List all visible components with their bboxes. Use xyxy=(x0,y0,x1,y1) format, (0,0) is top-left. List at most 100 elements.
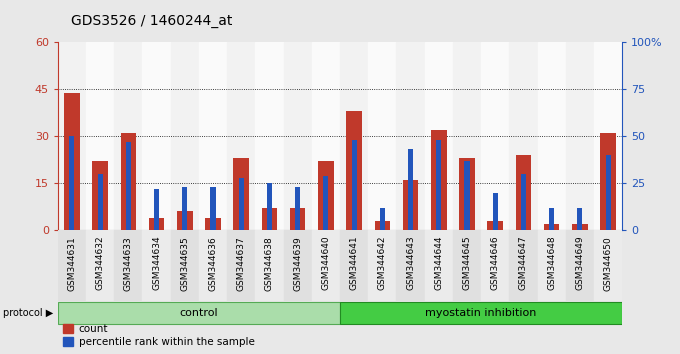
Bar xyxy=(594,230,622,301)
Bar xyxy=(171,42,199,230)
Bar xyxy=(431,130,447,230)
Bar xyxy=(369,230,396,301)
Bar xyxy=(594,42,622,230)
Bar xyxy=(312,42,340,230)
Bar xyxy=(549,207,554,230)
Text: GSM344638: GSM344638 xyxy=(265,236,274,291)
Bar xyxy=(493,193,498,230)
Bar xyxy=(521,174,526,230)
Bar xyxy=(199,230,227,301)
Bar xyxy=(572,224,588,230)
Text: GSM344634: GSM344634 xyxy=(152,236,161,290)
Bar xyxy=(577,207,582,230)
Text: GSM344649: GSM344649 xyxy=(575,236,584,290)
Bar xyxy=(352,140,356,230)
Bar xyxy=(69,136,74,230)
Text: GSM344637: GSM344637 xyxy=(237,236,245,291)
Bar xyxy=(126,142,131,230)
Bar xyxy=(267,183,272,230)
Bar xyxy=(227,42,256,230)
Bar xyxy=(544,224,560,230)
Bar xyxy=(515,155,531,230)
Text: GSM344645: GSM344645 xyxy=(462,236,471,290)
Bar xyxy=(403,180,418,230)
Text: GSM344631: GSM344631 xyxy=(67,236,76,291)
Bar xyxy=(143,42,171,230)
Bar xyxy=(182,187,187,230)
Bar xyxy=(396,230,425,301)
Bar xyxy=(340,230,369,301)
Bar xyxy=(262,208,277,230)
Text: GSM344641: GSM344641 xyxy=(350,236,358,290)
Bar xyxy=(538,42,566,230)
Text: GSM344643: GSM344643 xyxy=(406,236,415,290)
Bar xyxy=(284,42,312,230)
Legend: count, percentile rank within the sample: count, percentile rank within the sample xyxy=(63,324,254,347)
Bar xyxy=(177,211,192,230)
Bar xyxy=(369,42,396,230)
Bar xyxy=(481,230,509,301)
Bar xyxy=(284,230,312,301)
Text: GSM344640: GSM344640 xyxy=(322,236,330,290)
Bar xyxy=(481,42,509,230)
Bar xyxy=(143,230,171,301)
Bar xyxy=(199,42,227,230)
Bar xyxy=(340,302,622,325)
Text: protocol ▶: protocol ▶ xyxy=(3,308,54,318)
Bar xyxy=(566,230,594,301)
Text: GSM344639: GSM344639 xyxy=(293,236,302,291)
Bar xyxy=(437,140,441,230)
Bar xyxy=(120,133,136,230)
Bar xyxy=(64,92,80,230)
Bar xyxy=(205,218,221,230)
Bar xyxy=(425,230,453,301)
Bar xyxy=(380,207,385,230)
Bar xyxy=(295,187,300,230)
Text: GSM344646: GSM344646 xyxy=(491,236,500,290)
Bar xyxy=(58,302,340,325)
Bar xyxy=(566,42,594,230)
Bar xyxy=(114,42,143,230)
Text: GSM344632: GSM344632 xyxy=(96,236,105,290)
Bar xyxy=(509,230,538,301)
Bar xyxy=(256,230,284,301)
Bar xyxy=(227,230,256,301)
Bar xyxy=(538,230,566,301)
Bar xyxy=(92,161,108,230)
Bar xyxy=(459,158,475,230)
Bar xyxy=(318,161,334,230)
Bar xyxy=(58,42,86,230)
Bar xyxy=(375,221,390,230)
Bar xyxy=(464,161,469,230)
Bar xyxy=(600,133,616,230)
Text: GSM344650: GSM344650 xyxy=(604,236,613,291)
Text: GSM344647: GSM344647 xyxy=(519,236,528,290)
Bar xyxy=(211,187,216,230)
Bar xyxy=(149,218,165,230)
Bar xyxy=(58,230,86,301)
Bar xyxy=(312,230,340,301)
Bar xyxy=(453,42,481,230)
Bar xyxy=(488,221,503,230)
Bar xyxy=(453,230,481,301)
Bar xyxy=(509,42,538,230)
Text: myostatin inhibition: myostatin inhibition xyxy=(426,308,537,318)
Bar xyxy=(154,189,159,230)
Text: GSM344635: GSM344635 xyxy=(180,236,189,291)
Bar xyxy=(239,178,243,230)
Text: control: control xyxy=(180,308,218,318)
Bar xyxy=(86,230,114,301)
Text: GSM344648: GSM344648 xyxy=(547,236,556,290)
Bar xyxy=(340,42,369,230)
Bar xyxy=(408,149,413,230)
Bar xyxy=(114,230,143,301)
Bar xyxy=(346,111,362,230)
Text: GSM344642: GSM344642 xyxy=(378,236,387,290)
Bar xyxy=(606,155,611,230)
Bar xyxy=(98,174,103,230)
Bar xyxy=(233,158,249,230)
Text: GSM344644: GSM344644 xyxy=(435,236,443,290)
Text: GDS3526 / 1460244_at: GDS3526 / 1460244_at xyxy=(71,14,233,28)
Bar xyxy=(324,176,328,230)
Bar xyxy=(290,208,305,230)
